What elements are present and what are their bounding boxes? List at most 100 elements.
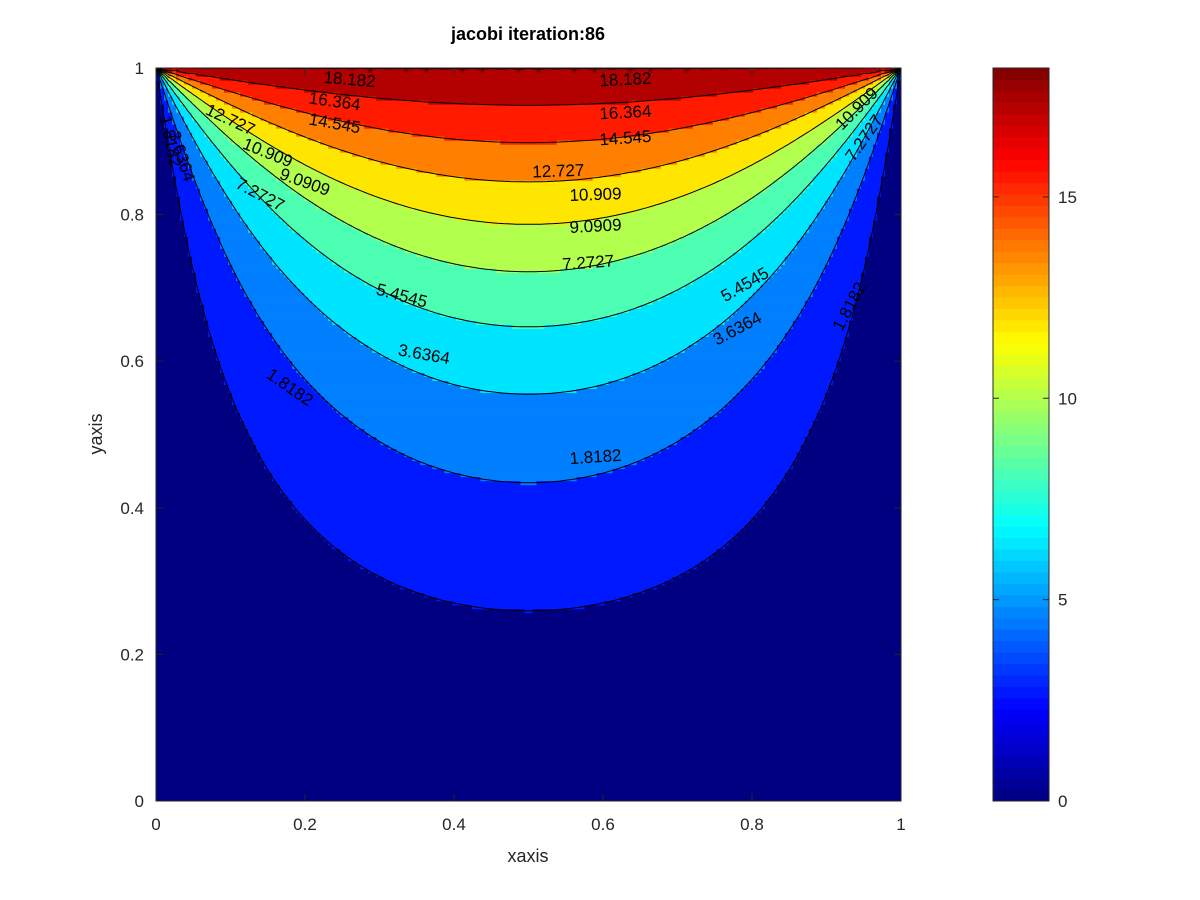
contour-band-cell xyxy=(224,192,257,197)
contour-band-cell xyxy=(892,80,898,85)
contour-band-cell xyxy=(632,68,650,73)
contour-band-cell xyxy=(332,544,726,550)
contour-band-cell xyxy=(792,324,850,329)
colorbar: 0 5 10 15 xyxy=(992,67,1077,811)
contour-band-cell xyxy=(376,436,682,442)
contour-band-cell xyxy=(156,500,293,506)
contour-band-cell xyxy=(268,204,317,209)
contour-band-cell xyxy=(256,312,325,317)
contour-band-cell xyxy=(288,356,389,361)
contour-band-cell xyxy=(276,340,361,345)
contour-band-cell xyxy=(652,204,742,209)
contour-band-cell xyxy=(828,260,866,265)
contour-band-cell xyxy=(628,68,634,73)
contour-band-cell xyxy=(292,500,766,506)
contour-band-cell xyxy=(256,448,397,454)
contour-band-cell xyxy=(252,232,301,237)
contour-band-cell xyxy=(396,296,662,301)
contour-band-cell xyxy=(156,572,377,578)
contour-band-cell xyxy=(168,88,173,93)
contour-band-cell xyxy=(156,708,901,714)
contour-band-cell xyxy=(660,296,750,301)
colorbar-swatch xyxy=(993,526,1049,539)
contour-band-cell xyxy=(368,156,690,161)
contour-band-cell xyxy=(596,472,786,478)
contour-band-cell xyxy=(164,88,169,93)
contour-band-cell xyxy=(876,204,901,209)
contour-band-cell xyxy=(156,164,173,169)
contour-band-cell xyxy=(156,508,297,514)
contour-band-cell xyxy=(892,88,898,93)
contour-band-cell xyxy=(740,168,790,173)
contour-band-cell xyxy=(312,384,462,390)
contour-band-cell xyxy=(156,368,221,374)
contour-band-cell xyxy=(328,116,730,121)
contour-band-cell xyxy=(240,280,293,285)
contour-band-cell xyxy=(880,176,901,181)
contour-band-cell xyxy=(224,100,265,105)
contour-band-cell xyxy=(496,268,562,273)
contour-band-cell xyxy=(412,368,646,374)
colorbar-swatch xyxy=(993,90,1049,103)
contour-band-cell xyxy=(888,100,898,105)
contour-band-cell xyxy=(200,196,229,201)
colorbar-swatch xyxy=(993,159,1049,172)
contour-band-cell xyxy=(892,116,901,121)
contour-band-cell xyxy=(156,584,401,590)
contour-band-cell xyxy=(156,116,165,121)
contour-band-cell xyxy=(156,228,185,233)
contour-band-cell xyxy=(164,104,169,109)
contour-band-cell xyxy=(404,452,654,458)
contour-band-cell xyxy=(836,128,854,133)
contour-band-cell xyxy=(188,252,225,257)
contour-band-cell xyxy=(156,460,265,466)
colorbar-swatch xyxy=(993,629,1049,642)
contour-band-cell xyxy=(796,244,838,249)
contour-fills xyxy=(156,68,901,801)
contour-band-cell xyxy=(156,704,901,710)
contour-band-cell xyxy=(184,80,201,85)
contour-band-cell xyxy=(808,432,901,438)
contour-band-cell xyxy=(416,168,642,173)
contour-band-cell xyxy=(156,528,317,534)
contour-band-cell xyxy=(276,124,365,129)
contour-band-cell xyxy=(156,232,185,237)
contour-band-cell xyxy=(776,348,842,353)
contour-band-cell xyxy=(648,68,654,73)
contour-band-cell xyxy=(752,376,834,382)
contour-band-cell xyxy=(392,580,666,586)
contour-band-cell xyxy=(192,84,213,89)
contour-band-cell xyxy=(696,340,782,345)
contour-band-cell xyxy=(836,112,854,117)
contour-band-cell xyxy=(316,248,405,253)
contour-line xyxy=(156,69,901,612)
contour-band-cell xyxy=(296,108,762,113)
contour-band-cell xyxy=(232,200,265,205)
contour-band-cell xyxy=(168,104,177,109)
contour-band-cell xyxy=(852,128,870,133)
contour-band-cell xyxy=(180,96,189,101)
contour-band-cell xyxy=(208,136,229,141)
contour-band-cell xyxy=(800,448,901,454)
contour-band-cell xyxy=(156,768,901,774)
contour-band-cell xyxy=(780,176,814,181)
contour-band-cell xyxy=(396,244,662,249)
contour-band-cell xyxy=(884,168,901,173)
contour-band-cell xyxy=(284,492,774,498)
contour-band-cell xyxy=(700,424,814,430)
contour-label: 12.727 xyxy=(532,161,585,182)
contour-band-cell xyxy=(272,172,325,177)
contour-band-cell xyxy=(224,132,253,137)
contour-band-cell xyxy=(184,152,201,157)
contour-band-cell xyxy=(156,504,293,510)
contour-band-cell xyxy=(812,176,842,181)
contour-band-cell xyxy=(896,72,901,77)
x-tick-label: 0.8 xyxy=(740,815,764,834)
contour-band-cell xyxy=(788,204,826,209)
contour-line xyxy=(156,68,901,225)
contour-band-cell xyxy=(156,564,361,570)
contour-band-cell xyxy=(204,312,257,317)
contour-band-cell xyxy=(188,124,201,129)
contour-band-cell xyxy=(292,156,369,161)
contour-band-cell xyxy=(404,300,654,305)
